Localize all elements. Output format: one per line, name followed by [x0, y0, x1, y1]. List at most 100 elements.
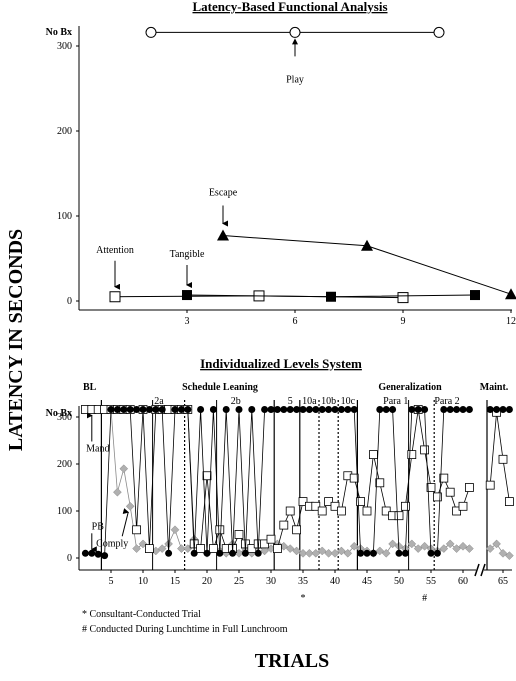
data-point: [407, 450, 417, 460]
data-point: [326, 291, 336, 302]
data-point: [485, 480, 495, 490]
data-point: [273, 405, 281, 413]
data-point: [177, 544, 186, 553]
series-line: [85, 409, 470, 554]
bottom-chart-title: Individualized Levels System: [200, 356, 362, 371]
data-point: [216, 549, 224, 557]
data-point: [260, 539, 270, 549]
annotation-pb: PB: [92, 521, 105, 532]
top-annotations: Attention Tangible Escape Play: [96, 38, 304, 290]
data-point: [493, 405, 501, 413]
top-y-ticks: 0 100 200 300: [57, 41, 79, 307]
x-tick-label: 30: [266, 576, 276, 587]
annotation-escape: Escape: [209, 188, 238, 199]
series-line: [489, 543, 510, 557]
x-tick-label: 15: [170, 576, 180, 587]
data-point: [426, 483, 436, 492]
data-point: [395, 549, 403, 557]
data-point: [298, 548, 308, 558]
data-point: [325, 405, 333, 413]
data-point: [132, 525, 142, 535]
levels-system-panel: Individualized Levels System No Bx BL Sc…: [46, 356, 514, 635]
annotation-arrowhead: [292, 38, 298, 45]
data-point: [165, 549, 173, 557]
data-point: [132, 544, 141, 553]
data-point: [486, 405, 494, 413]
data-point: [139, 405, 147, 413]
data-point: [234, 530, 244, 539]
y-tick-label: 100: [57, 211, 72, 222]
data-point: [349, 541, 359, 551]
data-point: [158, 405, 166, 413]
phase-label-bl: BL: [83, 382, 97, 393]
data-point: [498, 454, 508, 464]
data-point: [337, 405, 345, 413]
data-point: [222, 405, 230, 413]
data-point: [217, 229, 229, 241]
data-point: [145, 405, 153, 413]
data-point: [299, 405, 307, 413]
x-tick-label: 45: [362, 576, 372, 587]
data-point: [330, 501, 340, 511]
data-point: [94, 550, 102, 558]
data-point: [119, 464, 129, 474]
data-point: [248, 405, 256, 413]
data-point: [492, 539, 501, 549]
data-point: [420, 541, 429, 551]
data-point: [190, 549, 198, 557]
data-point: [286, 405, 294, 413]
y-tick-label: 100: [57, 506, 72, 517]
sub-phase-labels: 2a 2b 5 10a 10b 10c Para 1 Para 2: [154, 396, 459, 407]
y-tick-label: 300: [57, 412, 72, 423]
data-point: [433, 549, 441, 557]
data-point: [261, 405, 269, 413]
y-tick-label: 200: [57, 459, 72, 470]
data-point: [439, 544, 449, 553]
data-point: [285, 544, 295, 553]
data-point: [318, 405, 326, 413]
data-point: [235, 405, 243, 413]
data-point: [177, 405, 185, 413]
data-point: [389, 405, 397, 413]
data-point: [209, 405, 217, 413]
data-point: [241, 549, 249, 557]
data-point: [452, 506, 462, 516]
axis-break-icon: [474, 563, 486, 577]
x-tick-label: 20: [202, 576, 212, 587]
data-point: [298, 497, 308, 507]
data-point: [440, 405, 448, 413]
data-point: [464, 483, 474, 492]
data-point: [184, 405, 192, 413]
data-point: [458, 541, 468, 551]
footnote-consultant: * Consultant-Conducted Trial: [82, 609, 201, 620]
annotation-comply: Comply: [96, 538, 128, 549]
x-tick-label: 60: [458, 576, 468, 587]
data-point: [311, 548, 321, 558]
annotation-tangible: Tangible: [170, 249, 205, 260]
data-point: [401, 549, 409, 557]
data-point: [375, 546, 385, 556]
data-point: [343, 548, 353, 558]
x-tick-label: 65: [498, 576, 508, 587]
data-point: [453, 405, 461, 413]
series-pb: [81, 405, 513, 560]
data-point: [357, 549, 365, 557]
data-point: [414, 405, 422, 413]
data-point: [247, 544, 257, 553]
footnote-lunchroom: # Conducted During Lunchtime in Full Lun…: [82, 624, 288, 635]
bottom-y-nobx-label: No Bx: [46, 408, 72, 419]
data-point: [381, 548, 391, 558]
data-point: [445, 487, 455, 497]
data-point: [413, 544, 423, 553]
data-point: [408, 405, 416, 413]
data-point: [400, 501, 410, 511]
data-point: [452, 544, 461, 553]
data-point: [330, 548, 340, 558]
data-point: [363, 549, 371, 557]
data-point: [145, 26, 157, 38]
data-point: [285, 506, 295, 516]
x-tick-label: 55: [426, 576, 436, 587]
data-point: [459, 405, 467, 413]
data-point: [381, 506, 391, 516]
